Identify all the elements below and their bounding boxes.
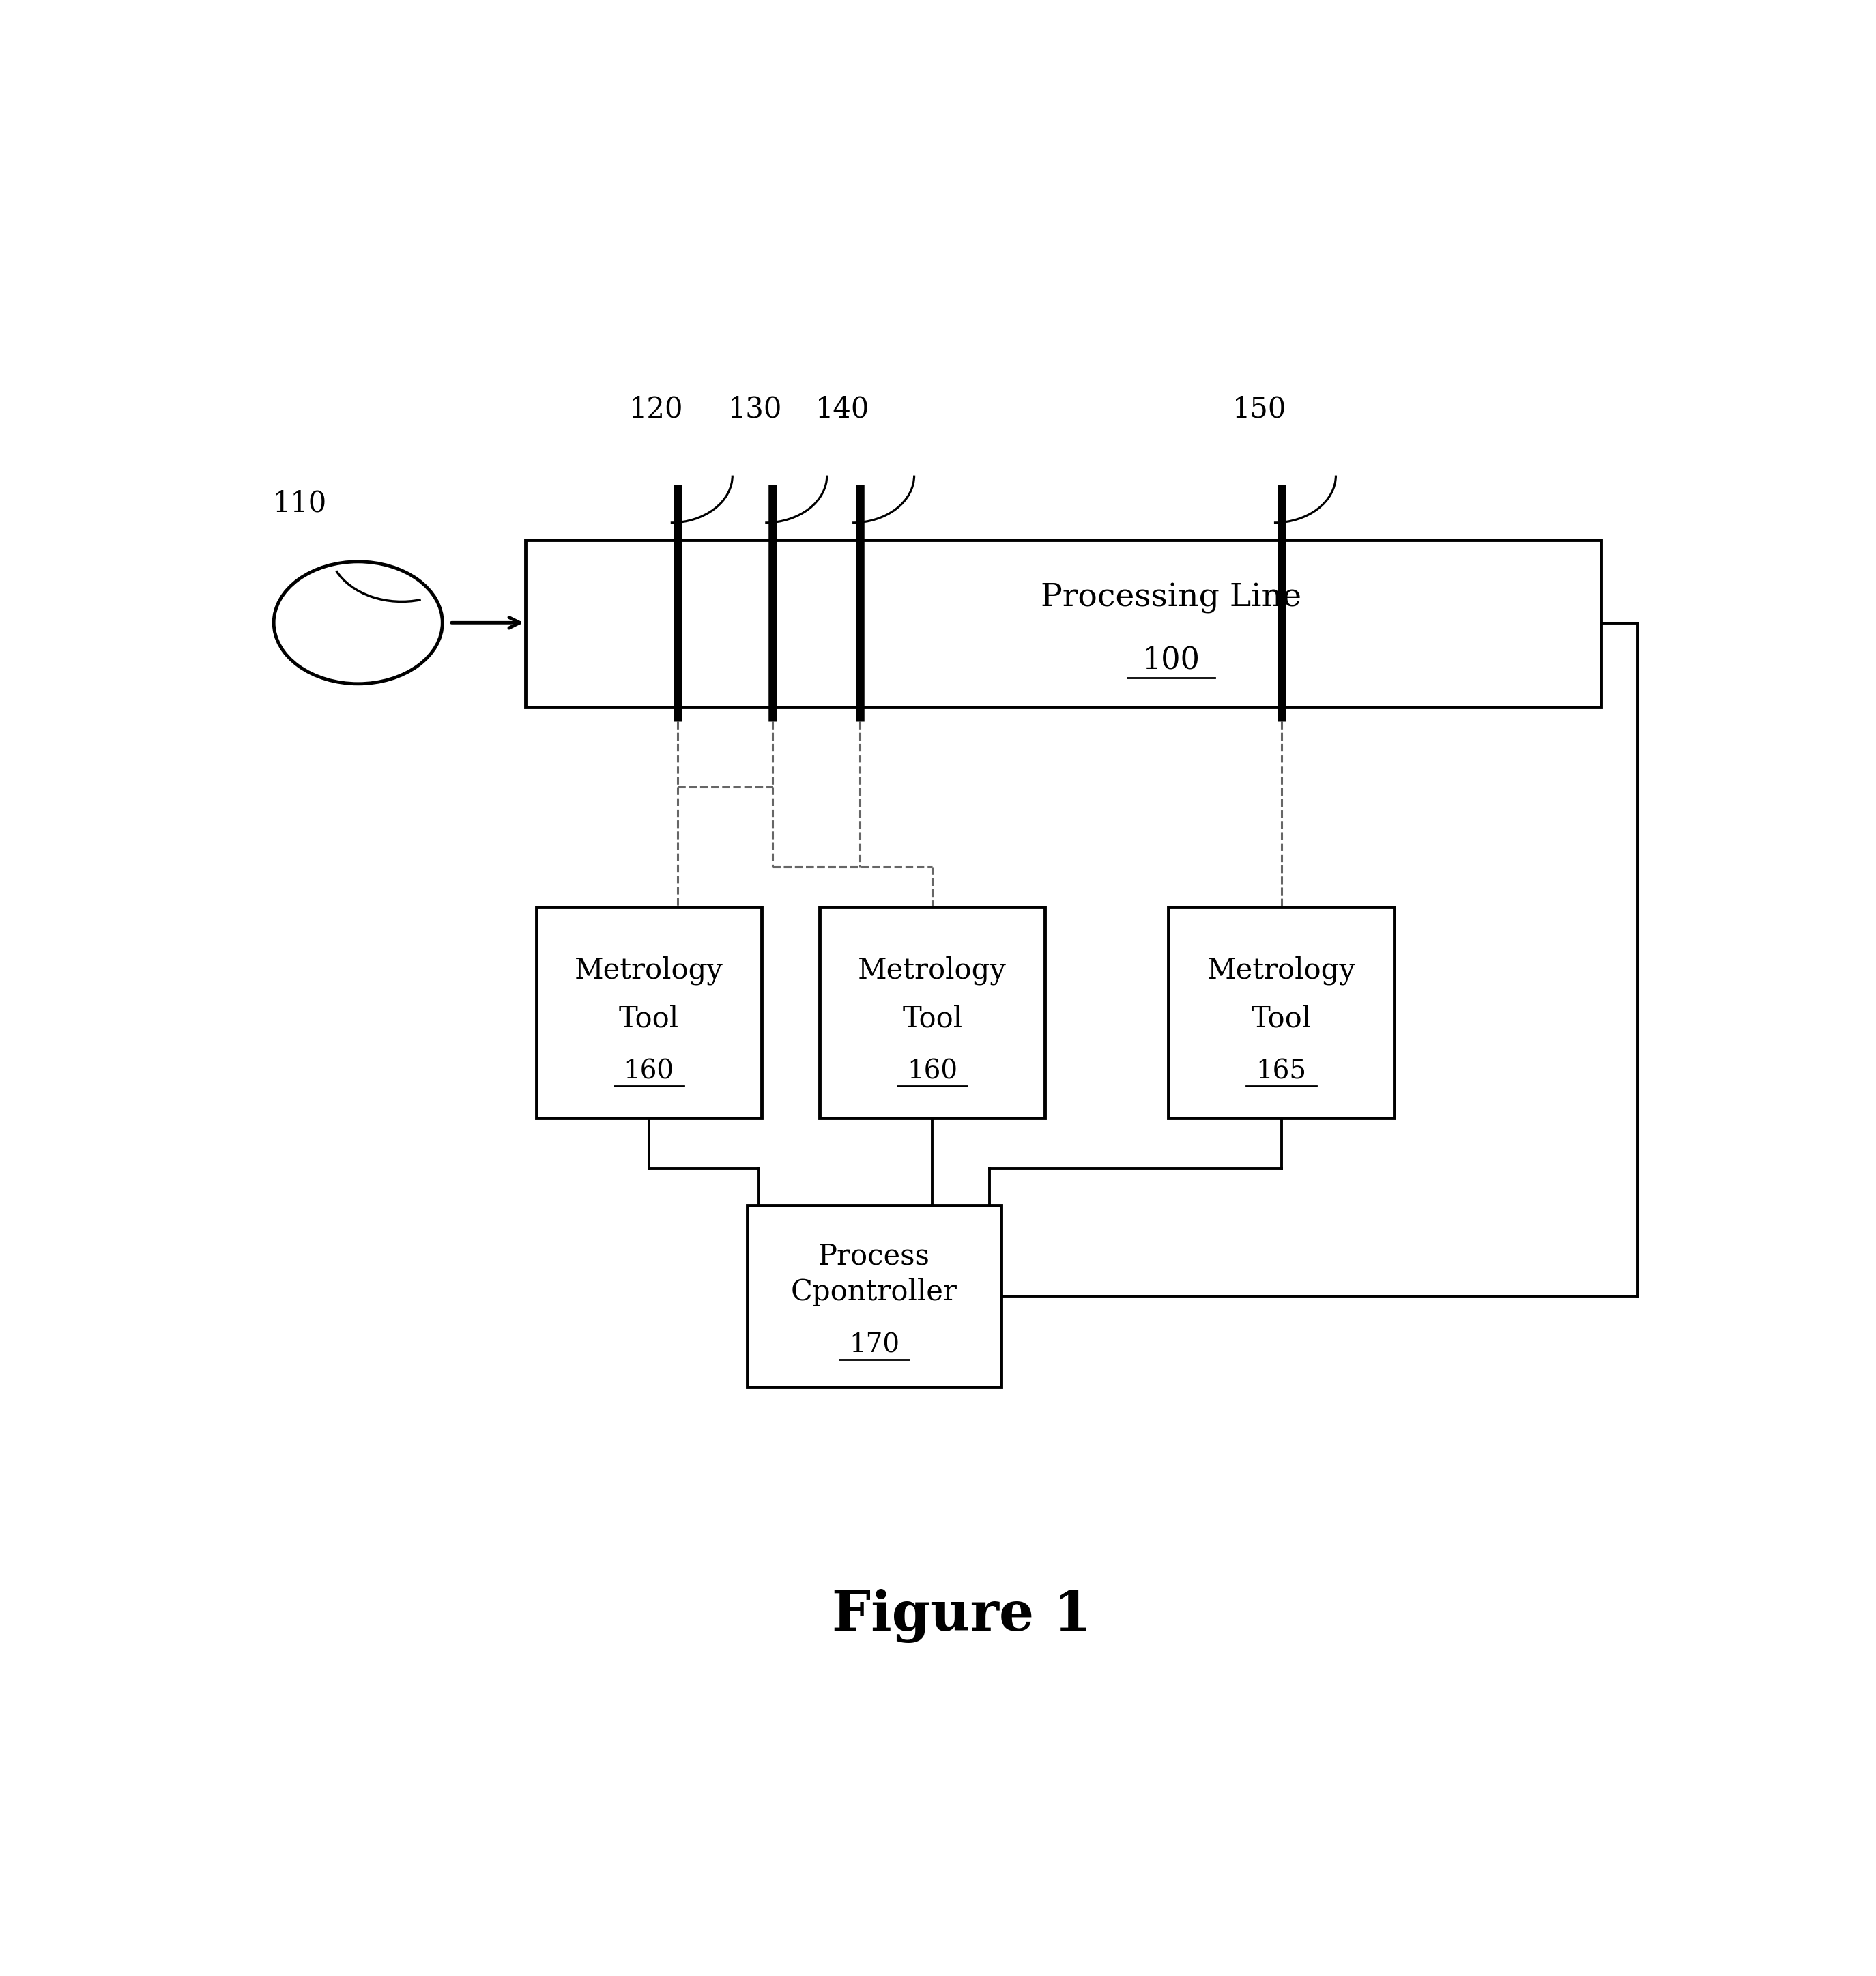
- Bar: [537, 907, 762, 1118]
- Text: 160: 160: [623, 1059, 673, 1085]
- Text: 170: 170: [850, 1332, 899, 1358]
- Text: Processing Line: Processing Line: [1041, 583, 1302, 615]
- Text: 120: 120: [628, 395, 683, 423]
- Text: Metrology: Metrology: [1206, 956, 1356, 984]
- Text: 130: 130: [728, 395, 782, 423]
- Text: 150: 150: [1233, 395, 1287, 423]
- Text: 100: 100: [1142, 646, 1201, 676]
- Text: Tool: Tool: [619, 1004, 679, 1033]
- Bar: [747, 1205, 1002, 1387]
- Text: Tool: Tool: [902, 1004, 962, 1033]
- Bar: [820, 907, 1045, 1118]
- Bar: [1169, 907, 1394, 1118]
- Text: Cpontroller: Cpontroller: [792, 1278, 957, 1306]
- Text: 110: 110: [272, 490, 326, 518]
- Text: Metrology: Metrology: [857, 956, 1007, 984]
- Text: Process: Process: [818, 1241, 930, 1271]
- Ellipse shape: [274, 561, 443, 684]
- Text: Figure 1: Figure 1: [831, 1589, 1092, 1642]
- Text: 140: 140: [816, 395, 869, 423]
- Text: Tool: Tool: [1251, 1004, 1311, 1033]
- Text: Metrology: Metrology: [574, 956, 724, 984]
- Text: 160: 160: [908, 1059, 957, 1085]
- Bar: [525, 539, 1600, 707]
- Text: 165: 165: [1257, 1059, 1306, 1085]
